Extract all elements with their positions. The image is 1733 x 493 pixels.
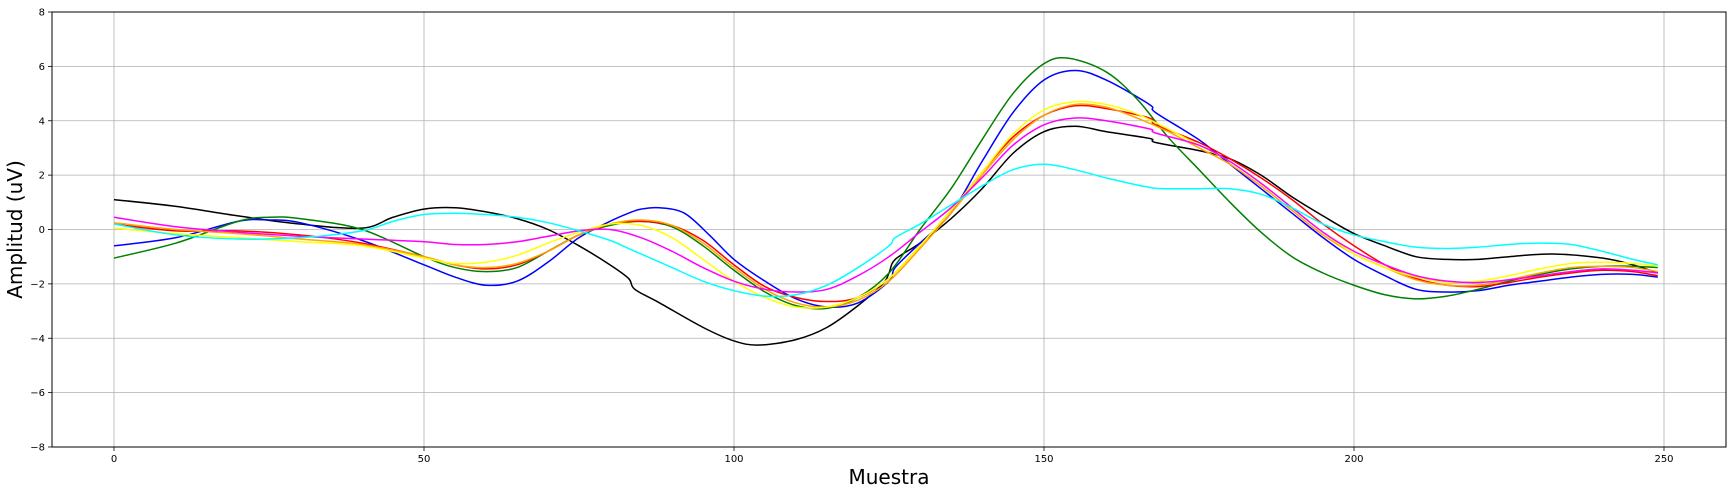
series-lines <box>113 56 1659 346</box>
x-tick-label: 100 <box>724 454 743 465</box>
y-tick-label: −2 <box>30 279 45 290</box>
series-line-7 <box>113 163 1658 298</box>
x-tick-label: 200 <box>1344 454 1363 465</box>
series-line-3 <box>113 104 1658 303</box>
y-tick-label: 4 <box>39 116 45 127</box>
y-tick-label: 6 <box>39 62 45 73</box>
y-axis-ticks: −8 −6 −4 −2 0 2 4 6 8 <box>30 8 52 454</box>
grid-lines <box>52 12 1726 447</box>
series-line-1 <box>113 69 1658 308</box>
x-tick-label: 0 <box>111 454 117 465</box>
x-tick-label: 50 <box>418 454 431 465</box>
series-line-2 <box>113 56 1658 310</box>
y-tick-label: −6 <box>30 388 45 399</box>
series-line-0 <box>113 125 1659 346</box>
y-tick-label: 2 <box>39 171 45 182</box>
y-tick-label: 8 <box>39 8 45 19</box>
series-line-5 <box>113 100 1658 309</box>
series-line-6 <box>113 117 1658 293</box>
y-tick-label: −8 <box>30 443 45 454</box>
y-axis-title: Amplitud (uV) <box>3 160 27 299</box>
x-axis-title: Muestra <box>849 465 930 489</box>
y-tick-label: 0 <box>39 225 45 236</box>
y-tick-label: −4 <box>30 334 45 345</box>
x-axis-ticks: 0 50 100 150 200 250 <box>111 447 1674 465</box>
x-tick-label: 250 <box>1654 454 1673 465</box>
x-tick-label: 150 <box>1034 454 1053 465</box>
